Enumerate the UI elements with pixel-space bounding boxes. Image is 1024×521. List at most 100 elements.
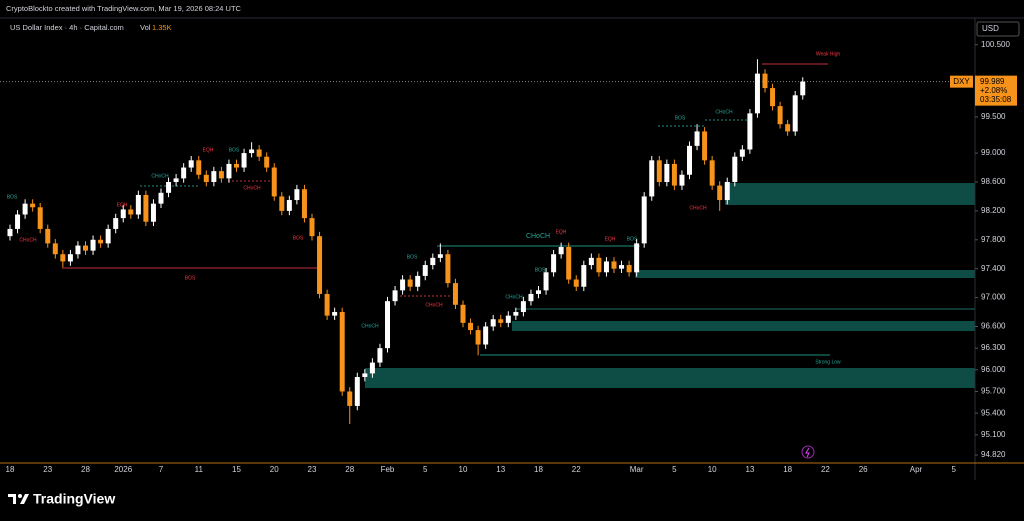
candle-body: [7, 228, 13, 237]
candle-body: [166, 181, 172, 193]
candle-body: [354, 377, 360, 406]
candle-body: [762, 73, 768, 89]
candle-body: [113, 218, 119, 229]
x-tick-label: 2026: [114, 465, 132, 474]
candle-body: [543, 272, 549, 291]
logo-text: TradingView: [33, 491, 115, 507]
candle-body: [271, 167, 277, 197]
smc-label: CHoCH: [715, 109, 733, 115]
candle-body: [581, 265, 587, 287]
y-tick-label: 96.000: [981, 365, 1006, 374]
smc-label: EQH: [117, 202, 128, 208]
candle-body: [15, 214, 21, 229]
candle-body: [339, 312, 345, 392]
candle-body: [309, 218, 315, 237]
smc-label: BOS: [293, 235, 304, 241]
candle-body: [37, 207, 43, 229]
candle-body: [218, 171, 224, 179]
candle-body: [528, 293, 534, 302]
y-tick-label: 97.000: [981, 293, 1006, 302]
candle-body: [709, 160, 715, 186]
smc-label: EQH: [605, 236, 616, 242]
smc-label: BOS: [185, 275, 196, 281]
candle-body: [211, 171, 217, 182]
candle-body: [603, 261, 609, 273]
smc-label: BOS: [627, 236, 638, 242]
candle-body: [105, 228, 111, 244]
y-tick-label: 94.820: [981, 450, 1006, 459]
currency-box[interactable]: [976, 21, 1020, 37]
candle-body: [792, 95, 798, 132]
x-tick-label: 18: [534, 465, 543, 474]
candle-body: [626, 265, 632, 273]
volume-value: 1.35K: [152, 23, 172, 32]
candle-body: [551, 254, 557, 273]
candle-body: [52, 243, 58, 255]
y-tick-label: 96.300: [981, 343, 1006, 352]
demand-zone: [512, 321, 975, 331]
x-tick-label: 10: [708, 465, 717, 474]
alert-icon[interactable]: [801, 445, 815, 459]
smc-label: BOS: [7, 194, 18, 200]
x-tick-label: 13: [745, 465, 754, 474]
x-tick-label: 26: [859, 465, 868, 474]
candle-body: [430, 257, 436, 266]
candle-body: [90, 239, 96, 251]
y-tick-label: 96.600: [981, 322, 1006, 331]
smc-label: CHoCH: [425, 302, 443, 308]
candle-body: [234, 163, 239, 168]
candle-body: [347, 391, 353, 406]
candle-body: [120, 209, 126, 219]
candle-body: [437, 254, 443, 258]
candle-body: [392, 290, 398, 302]
candle-body: [641, 196, 647, 244]
price-label-box: [975, 75, 1017, 106]
candle-body: [770, 88, 776, 107]
candle-body: [264, 156, 270, 168]
candle-body: [513, 312, 519, 316]
candle-body: [400, 279, 406, 291]
candle-body: [385, 301, 390, 349]
candle-body: [83, 245, 88, 251]
y-tick-label: 95.100: [981, 430, 1006, 439]
candle-body: [415, 275, 421, 287]
y-tick-label: 95.400: [981, 408, 1006, 417]
candle-body: [739, 149, 745, 157]
candle-body: [324, 293, 330, 316]
candle-body: [143, 194, 149, 222]
smc-label: CHoCH: [19, 237, 37, 243]
candle-body: [687, 145, 692, 175]
candle-body: [777, 106, 783, 125]
candle-body: [747, 113, 753, 150]
y-tick-label: 100.500: [981, 40, 1010, 49]
currency[interactable]: USD: [982, 24, 999, 33]
symbol-box: [950, 75, 973, 88]
smc-label: CHoCH: [689, 205, 707, 211]
candle-body: [468, 322, 474, 331]
candle-body: [181, 167, 187, 179]
candle-body: [286, 200, 292, 211]
candle-body: [294, 189, 300, 201]
candle-body: [679, 174, 685, 186]
demand-zone: [365, 368, 975, 388]
candle-body: [588, 257, 594, 266]
smc-label: BOS: [535, 267, 546, 273]
candle-body: [98, 239, 104, 244]
smc-label: BOS: [229, 147, 240, 153]
candle-body: [505, 315, 511, 323]
x-tick-label: 28: [81, 465, 90, 474]
candle-body: [67, 254, 73, 262]
candle-body: [60, 254, 66, 262]
candle-body: [732, 156, 738, 182]
y-tick-label: 99.000: [981, 148, 1006, 157]
x-tick-label: Apr: [910, 465, 923, 474]
smc-label: BOS: [407, 254, 418, 260]
candle-body: [377, 348, 383, 363]
smc-label: BOS: [675, 115, 686, 121]
alert-bolt: [805, 447, 810, 458]
x-tick-label: 13: [496, 465, 505, 474]
y-tick-label: 99.500: [981, 112, 1006, 121]
candle-body: [332, 312, 338, 316]
candle-body: [203, 174, 209, 182]
